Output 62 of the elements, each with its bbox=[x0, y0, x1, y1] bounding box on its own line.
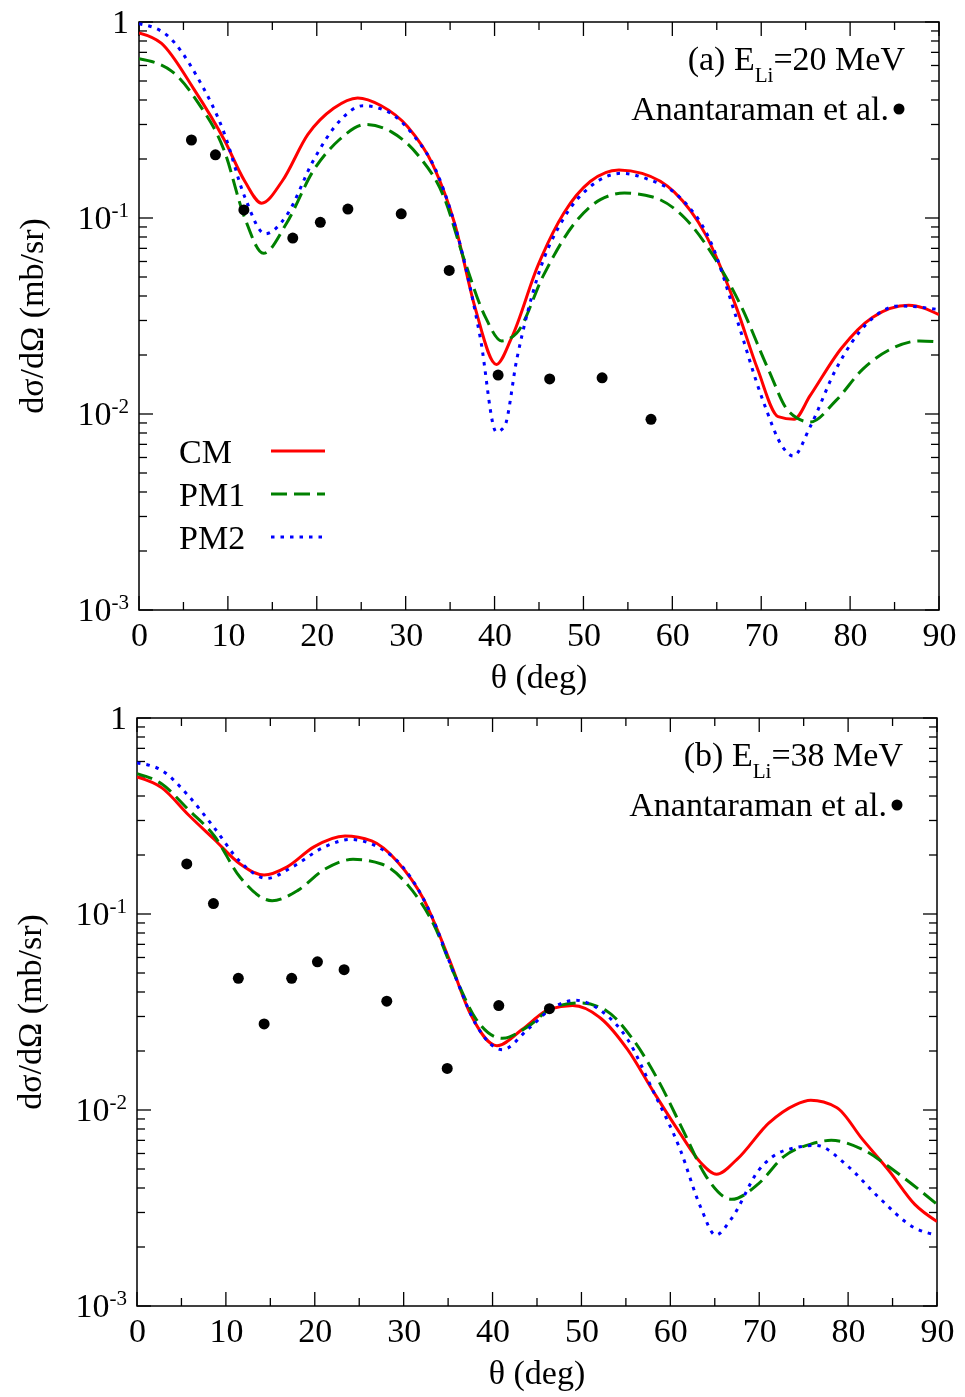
point bbox=[232, 972, 244, 984]
y-tick-label: 1 bbox=[112, 3, 129, 41]
legend-label: CM bbox=[179, 433, 232, 470]
y-tick-label: 10$^{-2}$ bbox=[77, 394, 129, 433]
x-tick-label: 90 bbox=[922, 615, 957, 653]
x-tick-label: 10 bbox=[209, 1311, 244, 1349]
point bbox=[238, 204, 250, 216]
x-axis-title: θ (deg) bbox=[490, 658, 588, 696]
point bbox=[543, 1003, 555, 1015]
point bbox=[443, 264, 455, 276]
point bbox=[185, 134, 197, 146]
point bbox=[645, 413, 657, 425]
point bbox=[181, 858, 193, 870]
legend-label: Anantaraman et al. bbox=[629, 786, 887, 823]
point bbox=[286, 972, 298, 984]
y-tick-label: 10$^{-3}$ bbox=[77, 590, 129, 629]
point bbox=[342, 203, 354, 215]
point bbox=[441, 1062, 453, 1074]
x-tick-label: 50 bbox=[564, 1311, 599, 1349]
x-tick-label: 80 bbox=[833, 615, 868, 653]
x-tick-label: 30 bbox=[387, 1311, 422, 1349]
point bbox=[287, 232, 299, 244]
text: (a) E$_{Li}$=20 MeV bbox=[687, 40, 906, 87]
point bbox=[207, 898, 219, 910]
legend-label: Anantaraman et al. bbox=[631, 90, 889, 127]
text: (b) E$_{Li}$=38 MeV bbox=[683, 736, 904, 783]
x-tick-label: 50 bbox=[566, 615, 601, 653]
point bbox=[395, 208, 407, 220]
x-tick-label: 60 bbox=[655, 615, 690, 653]
y-axis-title: dσ/dΩ (mb/sr) bbox=[11, 914, 49, 1110]
x-tick-label: 60 bbox=[653, 1311, 688, 1349]
y-tick-label: 10$^{-3}$ bbox=[75, 1286, 127, 1325]
x-tick-label: 40 bbox=[478, 615, 513, 653]
legend-label: PM2 bbox=[179, 519, 246, 556]
x-tick-label: 80 bbox=[831, 1311, 866, 1349]
point bbox=[544, 373, 556, 385]
legend-label: PM1 bbox=[179, 476, 246, 513]
point bbox=[314, 216, 326, 228]
x-tick-label: 30 bbox=[389, 615, 424, 653]
point bbox=[381, 995, 393, 1007]
y-tick-label: 1 bbox=[110, 699, 127, 737]
point bbox=[493, 1000, 505, 1012]
point bbox=[209, 149, 221, 161]
point bbox=[311, 956, 323, 968]
x-tick-label: 0 bbox=[129, 1311, 146, 1349]
x-tick-label: 90 bbox=[920, 1311, 955, 1349]
x-tick-label: 40 bbox=[476, 1311, 511, 1349]
x-tick-label: 20 bbox=[298, 1311, 333, 1349]
y-tick-label: 10$^{-1}$ bbox=[77, 198, 129, 237]
point bbox=[596, 372, 608, 384]
x-tick-label: 70 bbox=[742, 1311, 777, 1349]
x-axis-title: θ (deg) bbox=[488, 1354, 586, 1392]
x-tick-label: 10 bbox=[211, 615, 246, 653]
y-axis-title: dσ/dΩ (mb/sr) bbox=[13, 218, 51, 414]
y-tick-label: 10$^{-1}$ bbox=[75, 894, 127, 933]
y-tick-label: 10$^{-2}$ bbox=[75, 1090, 127, 1129]
x-tick-label: 0 bbox=[131, 615, 148, 653]
point bbox=[492, 369, 504, 381]
point bbox=[258, 1018, 270, 1030]
x-tick-label: 70 bbox=[744, 615, 779, 653]
x-tick-label: 20 bbox=[300, 615, 335, 653]
point bbox=[338, 964, 350, 976]
